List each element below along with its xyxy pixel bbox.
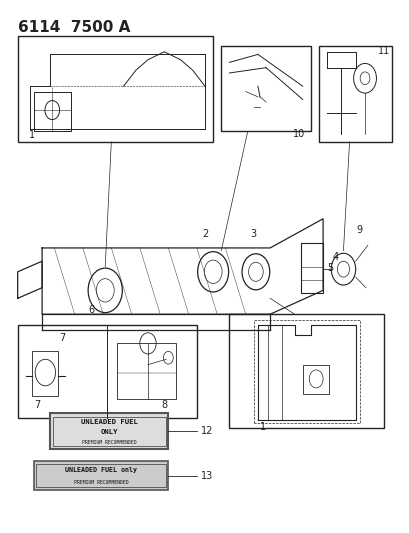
Text: 5: 5: [326, 263, 333, 272]
Bar: [221, 46, 310, 131]
Bar: [34, 92, 70, 131]
Bar: [18, 325, 196, 418]
Text: 10: 10: [292, 128, 304, 139]
Text: 9: 9: [356, 225, 362, 236]
Text: UNLEADED FUEL: UNLEADED FUEL: [81, 419, 137, 425]
Text: 2: 2: [201, 229, 208, 239]
Text: 12: 12: [200, 426, 213, 437]
Text: 3: 3: [250, 229, 256, 239]
Bar: [302, 365, 328, 394]
Text: ONLY: ONLY: [100, 429, 118, 435]
Text: 13: 13: [200, 471, 213, 481]
Bar: [318, 46, 391, 142]
Bar: [34, 461, 168, 490]
Text: 7: 7: [34, 400, 40, 410]
Text: PREMIUM RECOMMENDED: PREMIUM RECOMMENDED: [74, 480, 128, 484]
Bar: [32, 351, 58, 397]
Text: 4: 4: [331, 252, 337, 262]
Text: PREMIUM RECOMMENDED: PREMIUM RECOMMENDED: [82, 440, 136, 446]
Text: 7: 7: [59, 333, 65, 343]
Text: 1: 1: [29, 130, 35, 140]
Text: 6114  7500 A: 6114 7500 A: [18, 20, 130, 35]
Text: UNLEADED FUEL only: UNLEADED FUEL only: [65, 467, 137, 473]
Bar: [36, 464, 166, 487]
Text: 1: 1: [259, 422, 265, 432]
Bar: [300, 243, 322, 293]
Bar: [229, 314, 383, 428]
Bar: [117, 343, 176, 399]
Bar: [18, 36, 213, 142]
Bar: [50, 414, 168, 449]
Text: 8: 8: [161, 400, 167, 410]
Bar: [53, 417, 166, 446]
Text: 6: 6: [88, 305, 94, 315]
Text: 11: 11: [377, 46, 389, 56]
